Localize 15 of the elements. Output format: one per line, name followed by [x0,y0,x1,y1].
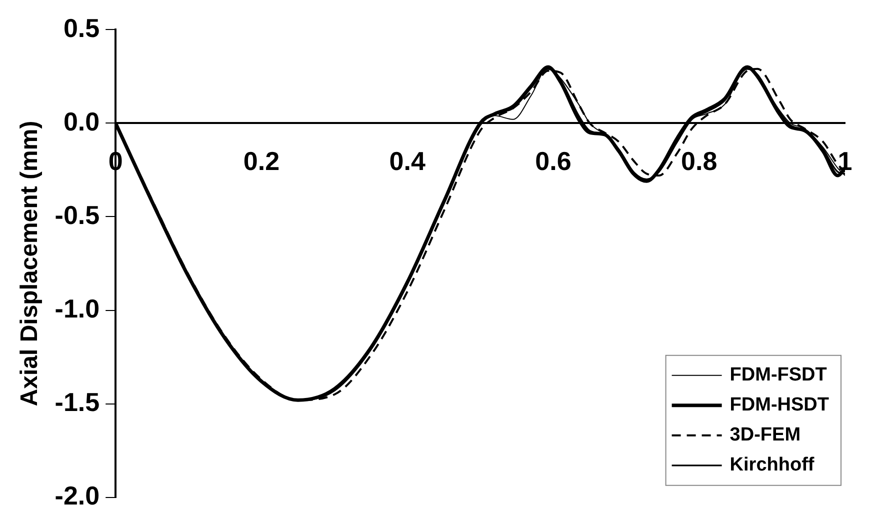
legend-label: FDM-FSDT [730,364,828,386]
x-tick-label: 0.8 [681,146,718,176]
y-tick-label: -2.0 [54,480,100,511]
y-tick-label: -0.5 [54,200,100,230]
y-tick-label: -1.0 [54,293,100,324]
y-axis-title: Axial Displacement (mm) [16,120,44,406]
y-tick-label: 0.5 [63,12,100,43]
y-tick-label: 0.0 [63,106,100,136]
legend-label: 3D-FEM [730,424,801,446]
x-tick-label: 0.4 [389,146,426,176]
legend-label: Kirchhoff [730,454,815,476]
legend-label: FDM-HSDT [730,394,830,416]
x-tick-label: 0.2 [243,146,280,176]
x-tick-label: 0.6 [535,146,572,176]
y-tick-label: -1.5 [54,387,100,418]
